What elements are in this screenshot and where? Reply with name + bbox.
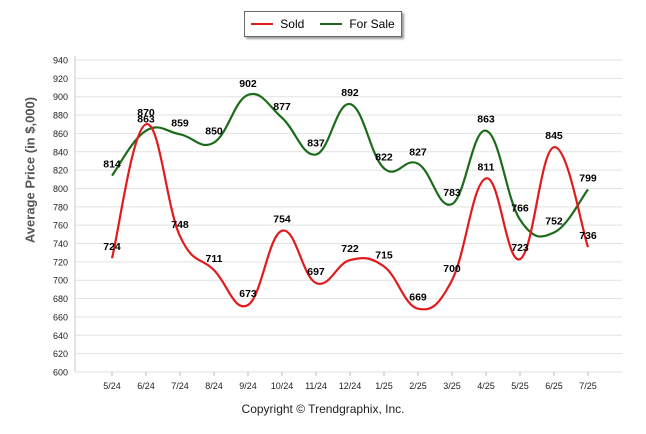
y-tick-label: 680 bbox=[53, 294, 68, 304]
y-tick-label: 660 bbox=[53, 312, 68, 322]
x-tick-label: 8/24 bbox=[205, 381, 223, 391]
y-tick-label: 700 bbox=[53, 276, 68, 286]
data-label-sold: 811 bbox=[478, 161, 495, 173]
x-tick-label: 1/25 bbox=[375, 381, 393, 391]
x-tick-label: 9/24 bbox=[239, 381, 257, 391]
series-line-sold bbox=[110, 123, 590, 311]
series-line-for-sale bbox=[111, 92, 589, 238]
x-tick-label: 5/24 bbox=[103, 381, 121, 391]
y-tick-label: 940 bbox=[53, 56, 68, 66]
x-tick-label: 2/25 bbox=[409, 381, 427, 391]
x-tick-label: 11/24 bbox=[305, 381, 327, 391]
y-tick-label: 640 bbox=[53, 331, 68, 341]
y-tick-label: 900 bbox=[53, 92, 68, 102]
data-label-sold: 748 bbox=[171, 219, 189, 231]
data-label-for-sale: 863 bbox=[137, 114, 155, 126]
data-label-for-sale: 837 bbox=[307, 138, 325, 150]
data-label-sold: 723 bbox=[511, 242, 529, 254]
y-tick-label: 600 bbox=[53, 368, 68, 378]
data-label-sold: 697 bbox=[307, 266, 325, 278]
data-label-for-sale: 783 bbox=[443, 187, 461, 199]
data-label-for-sale: 799 bbox=[579, 172, 597, 184]
y-tick-label: 880 bbox=[53, 111, 68, 121]
data-label-for-sale: 850 bbox=[205, 126, 223, 138]
data-label-sold: 673 bbox=[239, 288, 257, 300]
y-tick-label: 820 bbox=[53, 166, 68, 176]
legend-item-sold[interactable]: Sold bbox=[251, 17, 304, 31]
series-lines bbox=[110, 92, 590, 311]
x-tick-label: 7/25 bbox=[579, 381, 597, 391]
data-label-for-sale: 827 bbox=[409, 147, 427, 159]
y-tick-label: 620 bbox=[53, 349, 68, 359]
y-axis-label: Average Price (in $,000) bbox=[22, 96, 38, 244]
y-tick-label: 800 bbox=[53, 184, 68, 194]
data-label-for-sale: 863 bbox=[477, 114, 495, 126]
y-tick-label: 840 bbox=[53, 147, 68, 157]
data-label-for-sale: 877 bbox=[273, 101, 291, 113]
data-label-for-sale: 766 bbox=[511, 203, 529, 215]
x-tick-label: 6/24 bbox=[137, 381, 155, 391]
x-tick-label: 3/25 bbox=[443, 381, 461, 391]
data-label-sold: 736 bbox=[579, 230, 597, 242]
data-label-sold: 870 bbox=[137, 107, 155, 119]
x-tick-label: 5/25 bbox=[511, 381, 529, 391]
data-label-for-sale: 902 bbox=[239, 78, 257, 90]
legend: Sold For Sale bbox=[244, 11, 402, 37]
data-label-for-sale: 892 bbox=[341, 87, 359, 99]
data-label-sold: 724 bbox=[103, 241, 121, 253]
data-label-sold: 711 bbox=[206, 253, 223, 265]
data-label-sold: 669 bbox=[409, 292, 427, 304]
y-tick-label: 720 bbox=[53, 257, 68, 267]
x-tick-label: 7/24 bbox=[171, 381, 189, 391]
data-label-for-sale: 752 bbox=[545, 216, 563, 228]
x-tick-label: 10/24 bbox=[271, 381, 294, 391]
y-tick-label: 740 bbox=[53, 239, 68, 249]
y-tick-label: 860 bbox=[53, 129, 68, 139]
data-label-sold: 700 bbox=[443, 263, 461, 275]
x-tick-label: 4/25 bbox=[477, 381, 495, 391]
y-tick-label: 920 bbox=[53, 74, 68, 84]
data-label-sold: 722 bbox=[341, 243, 359, 255]
sold-line-swatch bbox=[251, 23, 274, 25]
data-label-sold: 845 bbox=[545, 130, 563, 142]
data-label-sold: 754 bbox=[273, 214, 291, 226]
x-tick-label: 6/25 bbox=[545, 381, 563, 391]
y-tick-label: 760 bbox=[53, 221, 68, 231]
data-label-for-sale: 859 bbox=[171, 117, 189, 129]
for-sale-line-swatch bbox=[320, 23, 343, 25]
x-axis-ticks: 5/24 6/24 7/24 8/24 9/24 10/24 11/24 12/24 1/25 2… bbox=[103, 372, 597, 391]
y-tick-label: 780 bbox=[53, 202, 68, 212]
legend-label-for-sale: For Sale bbox=[349, 17, 395, 31]
data-label-for-sale: 822 bbox=[375, 151, 393, 163]
data-label-for-sale: 814 bbox=[103, 159, 121, 171]
y-axis-ticks: 600 620 640 660 680 700 720 740 760 780 800 820 840 8… bbox=[53, 56, 68, 378]
data-labels: 724 870 748 711 673 754 697 722 715 669 700 811 723 8… bbox=[103, 78, 597, 304]
copyright-text: Copyright © Trendgraphix, Inc. bbox=[241, 402, 405, 416]
legend-item-for-sale[interactable]: For Sale bbox=[320, 17, 395, 31]
data-label-sold: 715 bbox=[375, 249, 393, 261]
legend-label-sold: Sold bbox=[280, 17, 305, 31]
x-tick-label: 12/24 bbox=[339, 381, 362, 391]
